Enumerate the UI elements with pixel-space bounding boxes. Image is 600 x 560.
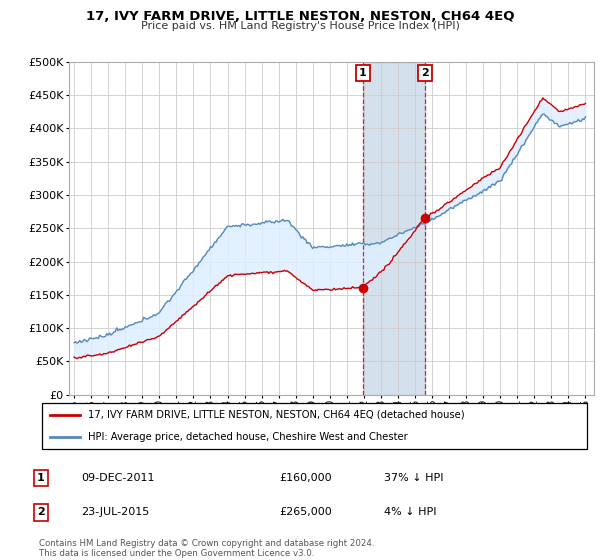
Text: £160,000: £160,000 — [279, 473, 332, 483]
Text: 1: 1 — [359, 68, 367, 78]
Text: 4% ↓ HPI: 4% ↓ HPI — [384, 507, 437, 517]
Text: £265,000: £265,000 — [279, 507, 332, 517]
Text: Price paid vs. HM Land Registry's House Price Index (HPI): Price paid vs. HM Land Registry's House … — [140, 21, 460, 31]
Text: 2: 2 — [421, 68, 428, 78]
Text: 37% ↓ HPI: 37% ↓ HPI — [384, 473, 443, 483]
Text: Contains HM Land Registry data © Crown copyright and database right 2024.
This d: Contains HM Land Registry data © Crown c… — [39, 539, 374, 558]
Text: 09-DEC-2011: 09-DEC-2011 — [81, 473, 155, 483]
FancyBboxPatch shape — [42, 404, 587, 449]
Text: 17, IVY FARM DRIVE, LITTLE NESTON, NESTON, CH64 4EQ: 17, IVY FARM DRIVE, LITTLE NESTON, NESTO… — [86, 10, 514, 23]
Text: 2: 2 — [37, 507, 44, 517]
Text: 23-JUL-2015: 23-JUL-2015 — [81, 507, 149, 517]
Text: HPI: Average price, detached house, Cheshire West and Chester: HPI: Average price, detached house, Ches… — [88, 432, 407, 442]
Bar — [363, 62, 425, 395]
Text: 17, IVY FARM DRIVE, LITTLE NESTON, NESTON, CH64 4EQ (detached house): 17, IVY FARM DRIVE, LITTLE NESTON, NESTO… — [88, 410, 464, 420]
Text: 1: 1 — [37, 473, 44, 483]
